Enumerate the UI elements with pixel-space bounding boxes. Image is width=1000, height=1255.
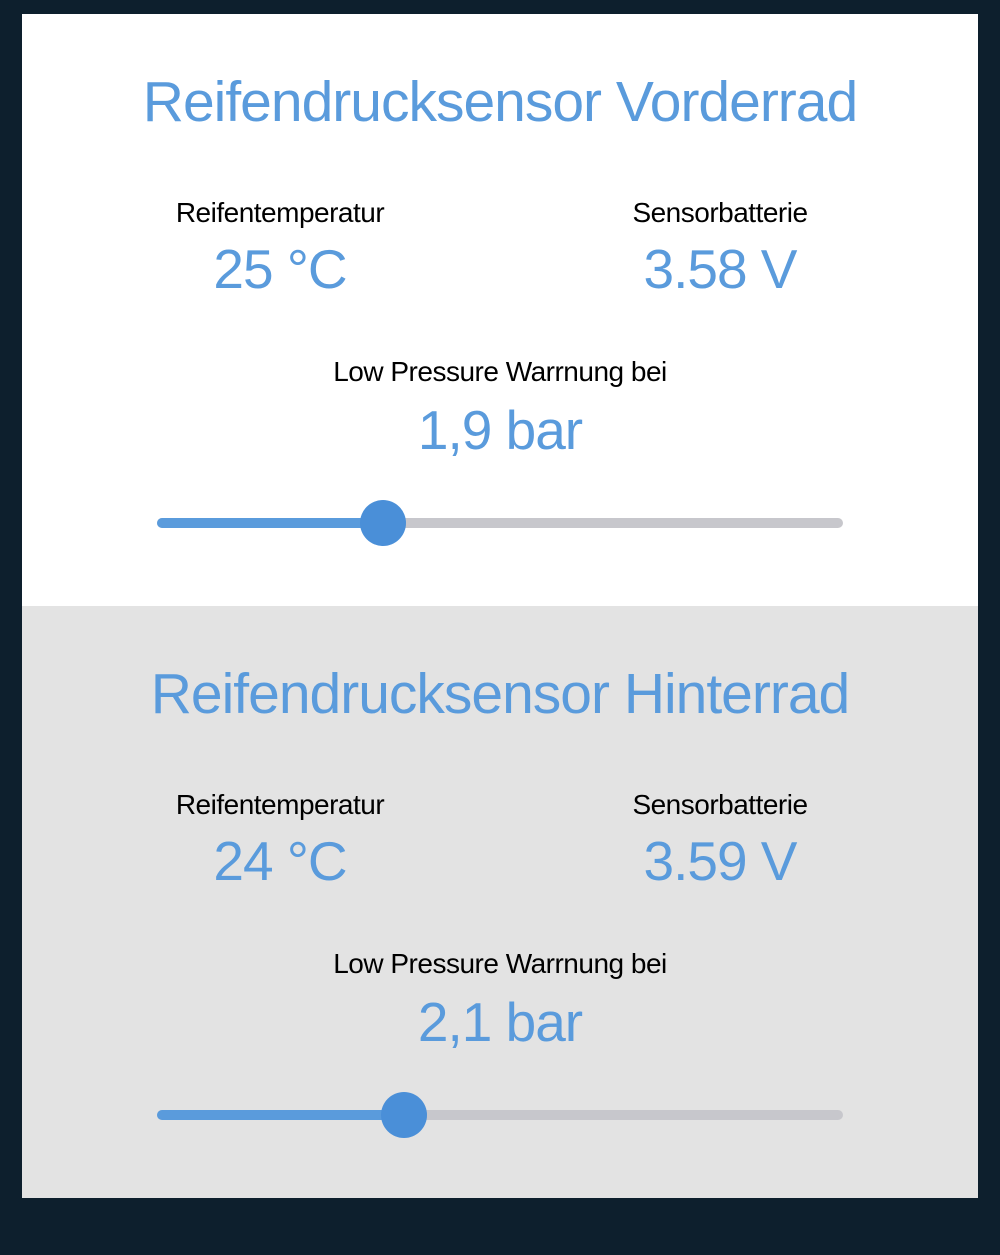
slider-fill	[157, 1110, 404, 1120]
slider-thumb[interactable]	[360, 500, 406, 546]
rear-pressure-slider[interactable]	[157, 1092, 843, 1138]
rear-wheel-section: Reifendrucksensor Hinterrad Reifentemper…	[22, 606, 978, 1198]
rear-metrics-row: Reifentemperatur 24 °C Sensorbatterie 3.…	[22, 789, 978, 893]
slider-thumb[interactable]	[381, 1092, 427, 1138]
front-warning-value: 1,9 bar	[418, 398, 582, 462]
front-battery-block: Sensorbatterie 3.58 V	[600, 197, 840, 301]
front-wheel-section: Reifendrucksensor Vorderrad Reifentemper…	[22, 14, 978, 606]
front-metrics-row: Reifentemperatur 25 °C Sensorbatterie 3.…	[22, 197, 978, 301]
rear-warning-value: 2,1 bar	[418, 990, 582, 1054]
rear-battery-label: Sensorbatterie	[632, 789, 807, 821]
rear-battery-value: 3.59 V	[643, 829, 796, 893]
rear-temperature-block: Reifentemperatur 24 °C	[160, 789, 400, 893]
rear-warning-block: Low Pressure Warrnung bei 2,1 bar	[22, 948, 978, 1138]
slider-fill	[157, 518, 383, 528]
front-battery-label: Sensorbatterie	[632, 197, 807, 229]
tire-sensor-panel: Reifendrucksensor Vorderrad Reifentemper…	[22, 14, 978, 1198]
front-temperature-label: Reifentemperatur	[176, 197, 384, 229]
front-temperature-block: Reifentemperatur 25 °C	[160, 197, 400, 301]
front-warning-label: Low Pressure Warrnung bei	[333, 356, 667, 388]
front-section-title: Reifendrucksensor Vorderrad	[143, 69, 857, 135]
front-warning-block: Low Pressure Warrnung bei 1,9 bar	[22, 356, 978, 546]
rear-warning-label: Low Pressure Warrnung bei	[333, 948, 667, 980]
front-battery-value: 3.58 V	[643, 237, 796, 301]
rear-section-title: Reifendrucksensor Hinterrad	[151, 661, 850, 727]
front-temperature-value: 25 °C	[213, 237, 346, 301]
rear-temperature-value: 24 °C	[213, 829, 346, 893]
rear-battery-block: Sensorbatterie 3.59 V	[600, 789, 840, 893]
rear-temperature-label: Reifentemperatur	[176, 789, 384, 821]
front-pressure-slider[interactable]	[157, 500, 843, 546]
